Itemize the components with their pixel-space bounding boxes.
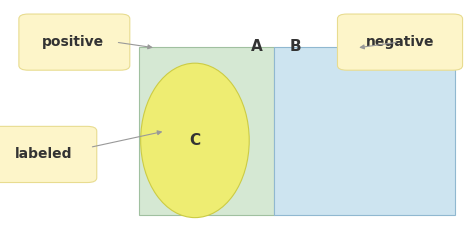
FancyBboxPatch shape [0,126,97,183]
FancyBboxPatch shape [19,14,130,70]
Ellipse shape [141,63,249,218]
Text: B: B [289,39,301,54]
Text: labeled: labeled [15,147,72,161]
Bar [139,47,274,215]
Text: negative: negative [366,35,435,49]
FancyBboxPatch shape [337,14,463,70]
Text: A: A [252,39,263,54]
Bar [274,47,455,215]
Text: positive: positive [42,35,104,49]
Text: C: C [189,133,201,148]
